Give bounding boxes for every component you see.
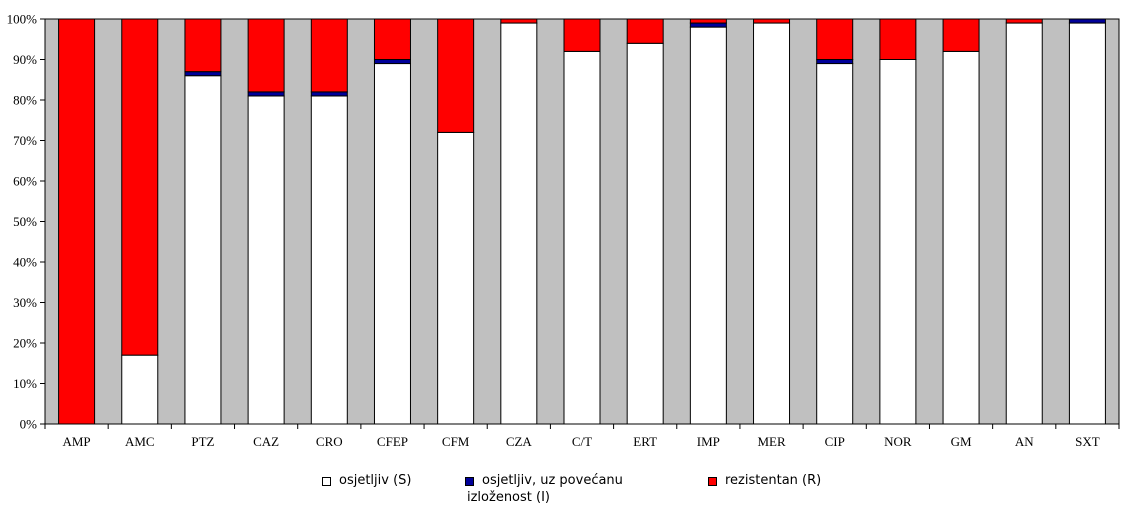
x-tick-label: AN <box>1015 434 1034 449</box>
bar-PTZ-series-1 <box>184 71 222 77</box>
bar-CIP-series-0 <box>816 63 854 425</box>
bar-CRO-series-1 <box>310 91 348 97</box>
bar-CIP-series-1 <box>816 59 854 65</box>
x-tick-label: AMC <box>125 434 155 449</box>
y-tick-label: 100% <box>7 12 38 27</box>
x-tick-label: CZA <box>506 434 533 449</box>
bar-MER-series-0 <box>753 22 791 425</box>
x-tick-label: NOR <box>884 434 912 449</box>
legend-label-i: osjetljiv, uz povećanu izloženost (I) <box>467 472 623 506</box>
y-tick-label: 80% <box>13 93 37 108</box>
x-tick-label: C/T <box>572 434 592 449</box>
bar-GM-series-2 <box>942 18 980 52</box>
x-tick-label: ERT <box>633 434 657 449</box>
x-tick-label: PTZ <box>191 434 214 449</box>
x-tick-label: CAZ <box>253 434 279 449</box>
x-tick-label: SXT <box>1075 434 1100 449</box>
y-tick-label: 10% <box>13 376 37 391</box>
y-tick-label: 60% <box>13 174 37 189</box>
x-tick-label: CIP <box>825 434 845 449</box>
bar-AN-series-0 <box>1005 22 1043 425</box>
x-tick-label: CFM <box>442 434 470 449</box>
bars-group <box>58 18 1106 425</box>
x-tick-label: GM <box>951 434 972 449</box>
legend-swatch-r <box>708 477 717 486</box>
bar-SXT-series-1 <box>1068 18 1106 24</box>
y-tick-label: 20% <box>13 336 37 351</box>
y-tick-label: 30% <box>13 295 37 310</box>
legend: osjetljiv (S) osjetljiv, uz povećanu izl… <box>0 468 1125 508</box>
x-tick-label: CFEP <box>377 434 408 449</box>
bar-SXT-series-0 <box>1068 22 1106 425</box>
bar-AMP-series-2 <box>58 18 96 425</box>
bar-CRO-series-0 <box>310 95 348 425</box>
bar-CFM-series-0 <box>437 131 475 425</box>
y-axis: 0% 10% 20% 30% 40% 50% 60% 70% 80% 90% 100% <box>7 12 45 432</box>
bar-ERT-series-0 <box>626 42 664 425</box>
bar-NOR-series-0 <box>879 59 917 425</box>
bar-PTZ-series-0 <box>184 75 222 425</box>
x-tick-label: CRO <box>316 434 343 449</box>
legend-swatch-i <box>465 477 474 486</box>
legend-item-r: rezistentan (R) <box>708 472 821 489</box>
bar-IMP-series-1 <box>689 22 727 28</box>
legend-label-r: rezistentan (R) <box>725 473 822 488</box>
bar-CAZ-series-0 <box>247 95 285 425</box>
bar-GM-series-0 <box>942 50 980 425</box>
bar-CZA-series-0 <box>500 22 538 425</box>
y-tick-label: 70% <box>13 133 37 148</box>
bar-AN-series-2 <box>1005 18 1043 24</box>
stacked-bar-chart: 0% 10% 20% 30% 40% 50% 60% 70% 80% 90% 100% AMP AMC… <box>7 12 1120 449</box>
legend-item-s: osjetljiv (S) <box>322 472 412 489</box>
bar-IMP-series-2 <box>689 18 727 24</box>
legend-label-s: osjetljiv (S) <box>339 473 412 488</box>
bar-CFEP-series-1 <box>373 59 411 65</box>
bar-PTZ-series-2 <box>184 18 222 73</box>
legend-swatch-s <box>322 477 331 486</box>
bar-NOR-series-2 <box>879 18 917 60</box>
bar-AMC-series-2 <box>121 18 159 356</box>
bar-ERT-series-2 <box>626 18 664 44</box>
legend-item-i: osjetljiv, uz povećanu izloženost (I) <box>465 472 623 506</box>
bar-CFM-series-2 <box>437 18 475 133</box>
x-tick-label: IMP <box>697 434 720 449</box>
bar-CRO-series-2 <box>310 18 348 93</box>
bar-MER-series-2 <box>753 18 791 24</box>
legend-label-i-line1: osjetljiv, uz povećanu <box>482 473 623 488</box>
y-tick-label: 90% <box>13 52 37 67</box>
x-tick-label: MER <box>757 434 786 449</box>
bar-CAZ-series-2 <box>247 18 285 93</box>
bar-CT-series-0 <box>563 50 601 425</box>
bar-CZA-series-2 <box>500 18 538 24</box>
y-tick-label: 50% <box>13 214 37 229</box>
bar-CIP-series-2 <box>816 18 854 60</box>
x-tick-label: AMP <box>62 434 90 449</box>
legend-label-i-line2: izloženost (I) <box>467 490 550 505</box>
y-tick-label: 0% <box>20 417 38 432</box>
bar-CFEP-series-0 <box>373 63 411 425</box>
y-tick-label: 40% <box>13 255 37 270</box>
bar-AMC-series-0 <box>121 354 159 425</box>
bar-CAZ-series-1 <box>247 91 285 97</box>
bar-IMP-series-0 <box>689 26 727 425</box>
x-axis: AMP AMC PTZ CAZ CRO CFEP CFM CZA C/T ERT IMP MER CIP… <box>44 424 1120 449</box>
bar-CFEP-series-2 <box>373 18 411 60</box>
bar-CT-series-2 <box>563 18 601 52</box>
